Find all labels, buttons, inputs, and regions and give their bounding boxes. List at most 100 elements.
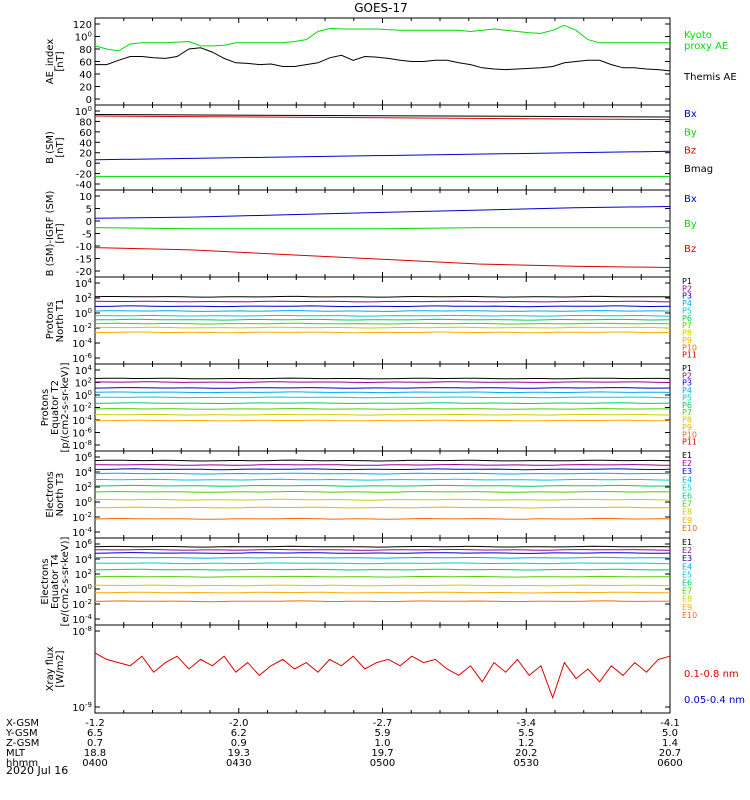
y-axis-label: [nT] [55, 51, 66, 71]
legend-entry: P2 [682, 371, 692, 380]
legend-entry: P9 [682, 423, 692, 432]
tick-label: 40 [79, 70, 92, 81]
x-column-value: -2.0 [229, 718, 249, 729]
flux-channel-line [94, 562, 671, 565]
flux-channel-line [94, 506, 671, 509]
legend-entry: Kyoto [684, 30, 712, 41]
x-column-value: 1.4 [662, 738, 678, 749]
tick-label: 10-6 [72, 427, 92, 440]
x-column-value: 1.0 [375, 738, 391, 749]
tick-label: 10-8 [72, 625, 92, 638]
flux-channel-line [94, 377, 671, 380]
flux-channel-line [95, 468, 671, 471]
tick-label: 10 [79, 192, 92, 203]
y-axis-label: [W/m2] [55, 650, 66, 687]
legend-entry: Bx [684, 109, 697, 120]
x-column-value: -3.4 [516, 718, 536, 729]
tick-label: -20 [76, 267, 92, 278]
x-column-value: -1.2 [85, 718, 105, 729]
tick-label: 100 [75, 307, 92, 320]
legend-entry: P1 [682, 277, 692, 286]
flux-channel-line [94, 549, 671, 551]
panel-ee: Electrons Equator T4 [e/(cm2-s-sr-keV)] 10-… [40, 536, 697, 626]
series-line-themis-ae [95, 47, 671, 72]
tick-label: 40 [79, 138, 92, 149]
x-column-value: 18.8 [84, 748, 106, 759]
tick-label: 10-4 [72, 337, 92, 350]
x-column-value: 5.5 [518, 728, 534, 739]
x-column-value: 0430 [226, 758, 251, 769]
tick-label: 5 [86, 205, 92, 216]
legend-entry: E10 [682, 611, 697, 620]
y-axis-label: North T3 [55, 473, 66, 517]
legend-entry: E1 [682, 451, 692, 460]
y-axis-label: Electrons [40, 558, 51, 604]
tick-label: 104 [75, 466, 93, 479]
x-row-label: MLT [6, 748, 26, 759]
tick-label: 104 [75, 277, 93, 290]
y-axis-label: [nT] [55, 223, 66, 243]
panel-frame [94, 17, 671, 106]
legend-entry: E3 [682, 554, 692, 563]
xray-series-line [94, 652, 671, 700]
tick-label: 10-4 [72, 414, 92, 427]
legend-entry: E3 [682, 467, 692, 476]
legend-entry: P1 [682, 364, 692, 373]
legend-entry: P7 [682, 408, 692, 417]
legend-entry: E8 [682, 595, 692, 604]
tick-label: 60 [79, 58, 92, 69]
legend-entry: E7 [682, 500, 692, 509]
legend-entry: E4 [682, 475, 692, 484]
series-line-bmag [94, 114, 671, 118]
panel-frame [94, 450, 671, 539]
panel-xray: Xray flux [W/m2] 10-9 10-8 0.1-0.8 nm 0.05-0.… [45, 624, 745, 714]
flux-channel-line [94, 575, 671, 578]
legend-entry: E2 [682, 546, 692, 555]
legend-entry: P8 [682, 416, 692, 425]
tick-label: 10-8 [72, 439, 92, 452]
y-axis-label: Electrons [45, 471, 56, 517]
y-axis-label: B (SM) [45, 131, 56, 164]
legend-entry: P10 [682, 343, 697, 352]
tick-label: 10-2 [72, 402, 92, 415]
tick-label: 100 [75, 496, 92, 509]
legend-entry: E8 [682, 508, 692, 517]
legend-entry: E6 [682, 492, 692, 501]
tick-label: 0 [86, 159, 92, 170]
y-axis-label: North T1 [55, 299, 66, 343]
tick-label: 102 [75, 481, 92, 494]
legend-entry: By [684, 219, 697, 230]
tick-label: 120 [73, 20, 92, 31]
y-axis-label: [nT] [55, 137, 66, 157]
legend-entry: P10 [682, 430, 697, 439]
panel-frame [94, 189, 671, 278]
y-axis-label: [e/(cm2-s-sr-keV)] [60, 536, 71, 626]
legend-entry: E5 [682, 483, 692, 492]
legend-entry: P11 [682, 351, 697, 360]
panel-frame [94, 276, 671, 365]
flux-channel-line [94, 463, 671, 466]
flux-channel-line [94, 322, 671, 325]
legend-entry: P5 [682, 306, 692, 315]
legend-entry: P5 [682, 393, 692, 402]
x-column-value: 20.7 [659, 748, 681, 759]
legend-entry: P6 [682, 401, 692, 410]
tick-label: 80 [79, 45, 92, 56]
legend-entry: P9 [682, 336, 692, 345]
legend-entry: P2 [682, 284, 692, 293]
flux-channel-line [94, 556, 671, 559]
flux-channel-line [94, 402, 671, 405]
chart-title: GOES-17 [354, 1, 408, 15]
tick-label: 102 [75, 377, 92, 390]
legend-entry: P8 [682, 329, 692, 338]
x-column-value: 19.7 [371, 748, 393, 759]
flux-channel-line [95, 305, 671, 308]
flux-channel-line [94, 387, 671, 389]
y-axis-label: AE_index [45, 39, 56, 85]
tick-label: 10-2 [72, 322, 92, 335]
panel-frame [94, 624, 671, 714]
legend-entry: E2 [682, 459, 692, 468]
legend-entry: E7 [682, 587, 692, 596]
tick-label: -5 [82, 230, 92, 241]
